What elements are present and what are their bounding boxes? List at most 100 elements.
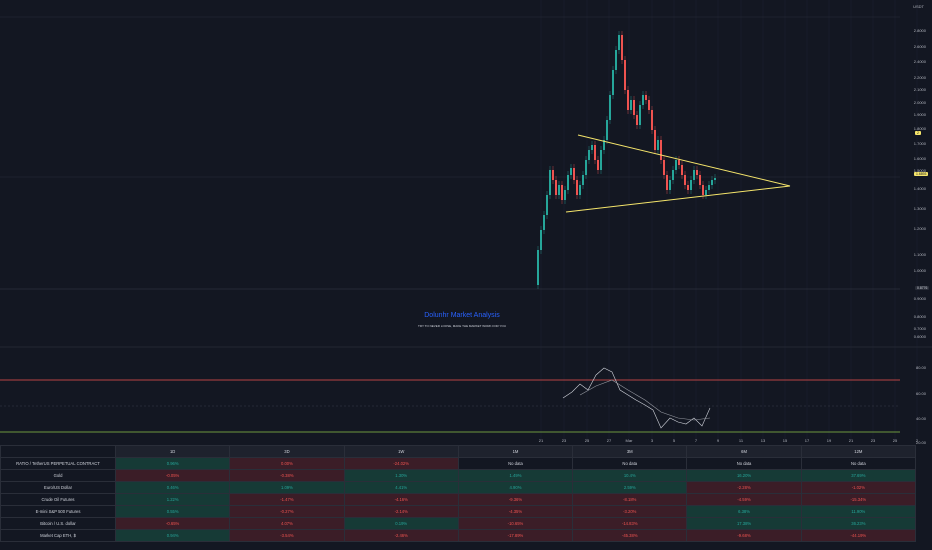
- table-row: Euro/US Dollar 0.46% 1.09% 4.41% 4.90% 2.59% -…: [0, 481, 917, 494]
- candle-body: [594, 145, 596, 160]
- candle-body: [642, 95, 644, 105]
- rsi-tick-label: 80.00: [916, 365, 927, 370]
- table-cell: 2.59%: [572, 481, 688, 494]
- candle-body: [624, 60, 626, 90]
- candle-body: [690, 180, 692, 190]
- table-cell: 1.09%: [229, 481, 345, 494]
- table-cell: -14.83%: [572, 517, 688, 530]
- candle-body: [702, 185, 704, 195]
- table-row: Gold -0.05% -0.38% 1.30% 1.49% 10.4% 16.20% 37.…: [0, 469, 917, 482]
- lower-trendline[interactable]: [565, 185, 791, 213]
- candle-body: [672, 170, 674, 180]
- chart-grid: [540, 0, 918, 440]
- table-cell: -0.38%: [229, 469, 345, 482]
- candle-body: [543, 215, 545, 230]
- column-header: 3D: [229, 445, 345, 458]
- price-chart[interactable]: Dolunhr Market Analysis TRY TO NEVER LOO…: [0, 0, 932, 445]
- table-cell: -3.20%: [572, 505, 688, 518]
- candle-body: [693, 170, 695, 180]
- candle-body: [573, 168, 575, 180]
- time-tick-label: 15: [783, 438, 788, 443]
- candle-body: [546, 195, 548, 215]
- column-header: 12M: [800, 445, 917, 458]
- current-price-tag: 1.6893: [914, 172, 929, 176]
- upper-trendline[interactable]: [577, 134, 791, 187]
- table-cell: 0.94%: [114, 529, 231, 542]
- candle-body: [540, 230, 542, 250]
- candle-body: [588, 150, 590, 160]
- rsi-axis[interactable]: 80.00 60.00 40.00 20.00: [916, 365, 927, 445]
- price-tick-label: 1.1000: [914, 252, 927, 257]
- candle-body: [660, 140, 662, 160]
- price-tick-label: 2.4000: [914, 59, 927, 64]
- time-tick-label: 23: [562, 438, 567, 443]
- price-tick-label: 2.0000: [914, 100, 927, 105]
- table-cell: -8.18%: [572, 493, 688, 506]
- table-cell: 6.38%: [686, 505, 802, 518]
- price-tick-label: 1.3000: [914, 206, 927, 211]
- column-header: 1D: [114, 445, 231, 458]
- rsi-ma-line: [579, 379, 711, 421]
- rsi-tick-label: 40.00: [916, 416, 927, 421]
- table-cell: -10.65%: [457, 517, 574, 530]
- table-row: RATIO / TetherUS PERPETUAL CONTRACT 0.96%…: [0, 457, 917, 470]
- table-corner-cell: [0, 445, 116, 458]
- price-tick-label: 2.6000: [914, 44, 927, 49]
- table-row: Bitcoin / U.S. dollar -0.65% 4.07% 0.19% -10…: [0, 517, 917, 530]
- table-cell: 0.96%: [114, 457, 231, 470]
- table-cell: 4.41%: [343, 481, 459, 494]
- candle-body: [579, 185, 581, 195]
- candle-body: [576, 180, 578, 195]
- rsi-tick-label: 60.00: [916, 391, 927, 396]
- candle-body: [711, 180, 713, 185]
- table-cell: -44.19%: [800, 529, 917, 542]
- candle-body: [567, 175, 569, 190]
- candle-body: [669, 180, 671, 190]
- candle-body: [636, 115, 638, 125]
- candle-body: [621, 35, 623, 60]
- time-tick-label: 25: [585, 438, 590, 443]
- table-cell: No data: [800, 457, 917, 470]
- table-cell: 16.20%: [686, 469, 802, 482]
- time-tick-label: 9: [717, 438, 720, 443]
- price-axis[interactable]: 2.8000 2.6000 2.4000 2.2000 2.1000 2.0000 1.90…: [914, 28, 927, 339]
- candle-body: [552, 170, 554, 180]
- table-cell: 1.22%: [114, 493, 231, 506]
- row-label: E-mini S&P 500 Futures: [0, 505, 116, 518]
- candle-body: [582, 175, 584, 185]
- price-tick-label: 0.6000: [914, 334, 927, 339]
- table-cell: No data: [572, 457, 688, 470]
- table-cell: -1.02%: [800, 481, 917, 494]
- table-cell: -2.28%: [686, 481, 802, 494]
- high-price-tag: 2: [915, 131, 921, 135]
- time-axis[interactable]: 21 23 25 27 Mar 3 5 7 9 11 13 15 17 19 21 23 25 2: [539, 438, 919, 443]
- table-cell: 1.49%: [457, 469, 574, 482]
- time-tick-label: 2: [916, 438, 919, 443]
- table-cell: -4.16%: [343, 493, 459, 506]
- candle-body: [666, 175, 668, 190]
- candle-body: [657, 140, 659, 150]
- table-cell: 17.38%: [686, 517, 802, 530]
- candle-body: [714, 178, 716, 180]
- price-tick-label: 1.7000: [914, 141, 927, 146]
- table-cell: 0.55%: [114, 505, 231, 518]
- column-header: 1M: [457, 445, 574, 458]
- table-cell: 0.00%: [229, 457, 345, 470]
- table-cell: -9.68%: [686, 529, 802, 542]
- candle-body: [705, 190, 707, 195]
- table-cell: -1.47%: [229, 493, 345, 506]
- table-cell: -0.05%: [114, 469, 231, 482]
- row-label: Crude Oil Futures: [0, 493, 116, 506]
- table-cell: 0.46%: [114, 481, 231, 494]
- price-tick-label: 1.0000: [914, 268, 927, 273]
- candle-body: [570, 168, 572, 175]
- candle-body: [615, 50, 617, 70]
- candle-body: [612, 70, 614, 95]
- price-tick-label: 1.9000: [914, 112, 927, 117]
- table-cell: -0.65%: [114, 517, 231, 530]
- candle-body: [537, 250, 539, 285]
- time-tick-label: Mar: [626, 438, 634, 443]
- table-cell: -9.36%: [457, 493, 574, 506]
- candle-body: [630, 100, 632, 110]
